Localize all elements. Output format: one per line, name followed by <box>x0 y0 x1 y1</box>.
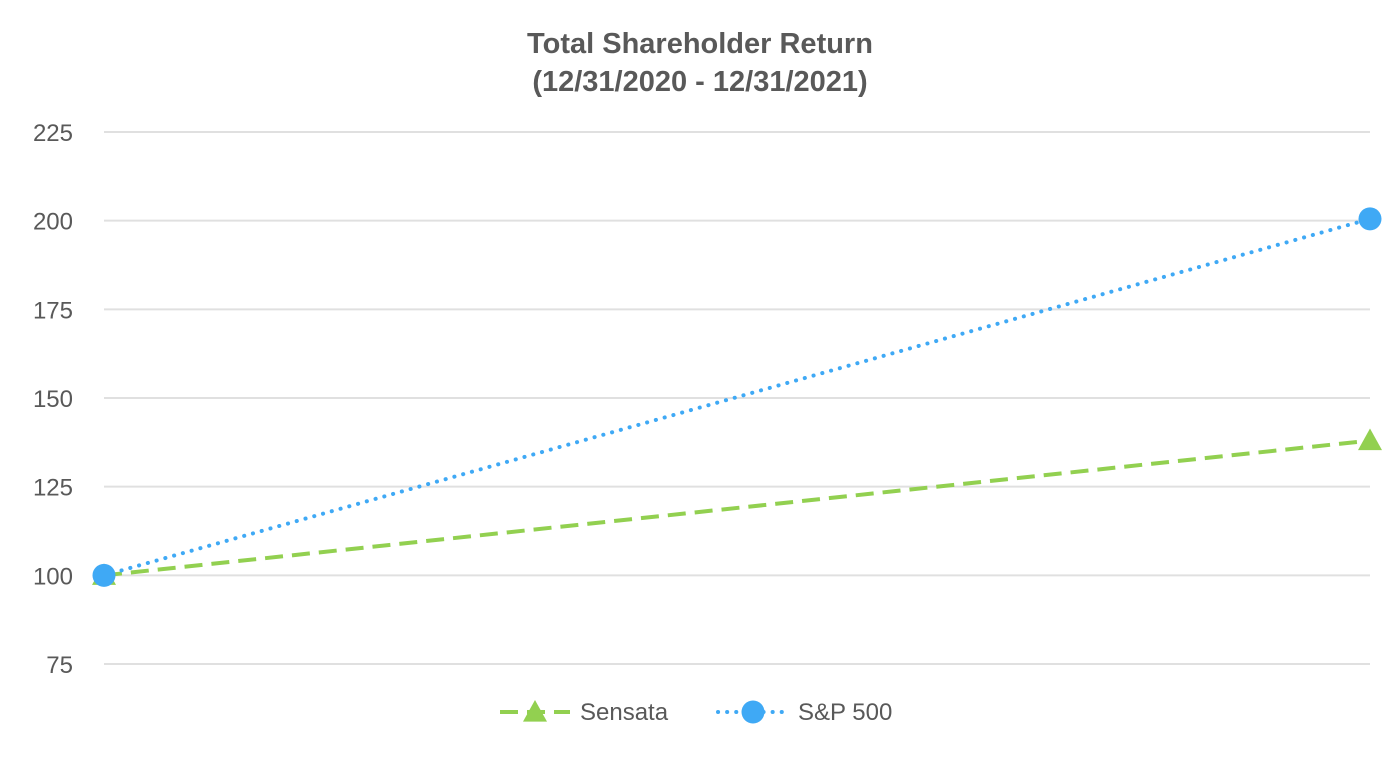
series-lines <box>102 216 1372 578</box>
legend-marker-s-p-500 <box>741 700 765 724</box>
y-tick-label-100: 100 <box>33 563 73 590</box>
legend: Sensata S&P 500 <box>500 699 892 726</box>
series-line-s-p-500 <box>102 216 1372 578</box>
legend-marker-sensata <box>523 700 547 722</box>
y-tick-label-150: 150 <box>33 386 73 413</box>
series-line-sensata <box>103 438 1371 578</box>
legend-label-sensata: Sensata <box>580 699 669 726</box>
y-tick-label-175: 175 <box>33 297 73 324</box>
legend-item-s-p-500: S&P 500 <box>716 699 892 726</box>
legend-label-s-p-500: S&P 500 <box>798 699 892 726</box>
y-tick-label-200: 200 <box>33 209 73 236</box>
series-markers <box>92 207 1382 587</box>
legend-item-sensata: Sensata <box>500 699 669 726</box>
grid-lines <box>104 131 1370 665</box>
y-tick-label-75: 75 <box>46 652 73 679</box>
chart-title: Total Shareholder Return <box>527 28 873 60</box>
data-point-s-p-500-1 <box>1358 207 1382 231</box>
y-tick-label-225: 225 <box>33 120 73 147</box>
chart-subtitle: (12/31/2020 - 12/31/2021) <box>532 66 867 98</box>
data-point-s-p-500-0 <box>92 563 116 587</box>
y-axis-ticks: 75 100 125 150 175 200 225 <box>33 120 73 679</box>
y-tick-label-125: 125 <box>33 475 73 502</box>
data-point-sensata-1 <box>1358 428 1382 451</box>
